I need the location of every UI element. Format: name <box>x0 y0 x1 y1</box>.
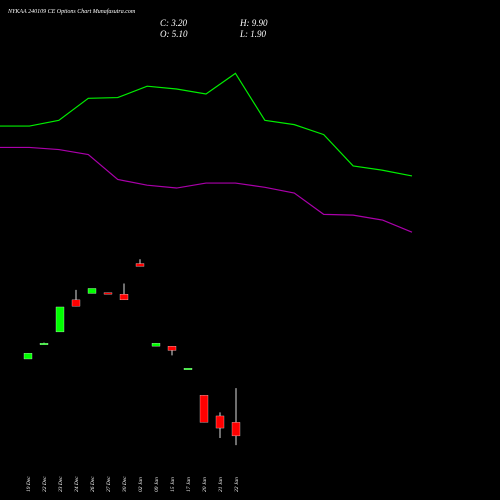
x-tick-label: 19 Dec <box>26 476 32 492</box>
x-tick-label: 24 Dec <box>73 476 80 492</box>
candle-body <box>231 422 241 437</box>
candle-body <box>55 306 65 333</box>
candle-body <box>151 343 161 347</box>
candle-body <box>39 343 49 345</box>
x-tick-label: 30 Dec <box>122 476 128 493</box>
candle-body <box>135 263 145 267</box>
x-tick-label: 15 Jan <box>170 477 176 492</box>
candle-body <box>183 368 193 370</box>
close-label: C: 3.20 <box>160 18 188 28</box>
candle-body <box>167 346 177 351</box>
high-label: H: 9.90 <box>239 18 268 28</box>
x-tick-label: 23 Dec <box>58 476 64 492</box>
candle-body <box>215 415 225 429</box>
x-tick-label: 02 Jan <box>138 477 144 492</box>
candle-body <box>103 292 113 295</box>
x-tick-label: 09 Jan <box>154 477 160 492</box>
chart-title: NYKAA 240109 CE Options Chart Munafasutr… <box>7 8 136 15</box>
candle-body <box>199 395 209 423</box>
candle-body <box>71 299 81 307</box>
open-label: O: 5.10 <box>160 29 188 39</box>
indicator-line <box>0 72 413 177</box>
x-tick-label: 21 Jan <box>218 477 224 492</box>
x-tick-label: 17 Jan <box>186 477 192 492</box>
x-tick-label: 27 Dec <box>106 476 112 492</box>
x-tick-label: 22 Jan <box>234 477 240 492</box>
x-tick-label: 26 Dec <box>90 476 96 492</box>
candle-body <box>119 294 129 301</box>
candle-body <box>23 353 33 360</box>
x-tick-label: 22 Dec <box>42 476 48 492</box>
indicator-line <box>0 146 413 233</box>
low-label: L: 1.90 <box>239 29 267 39</box>
candle-body <box>87 288 97 294</box>
x-tick-label: 20 Jan <box>202 477 208 492</box>
